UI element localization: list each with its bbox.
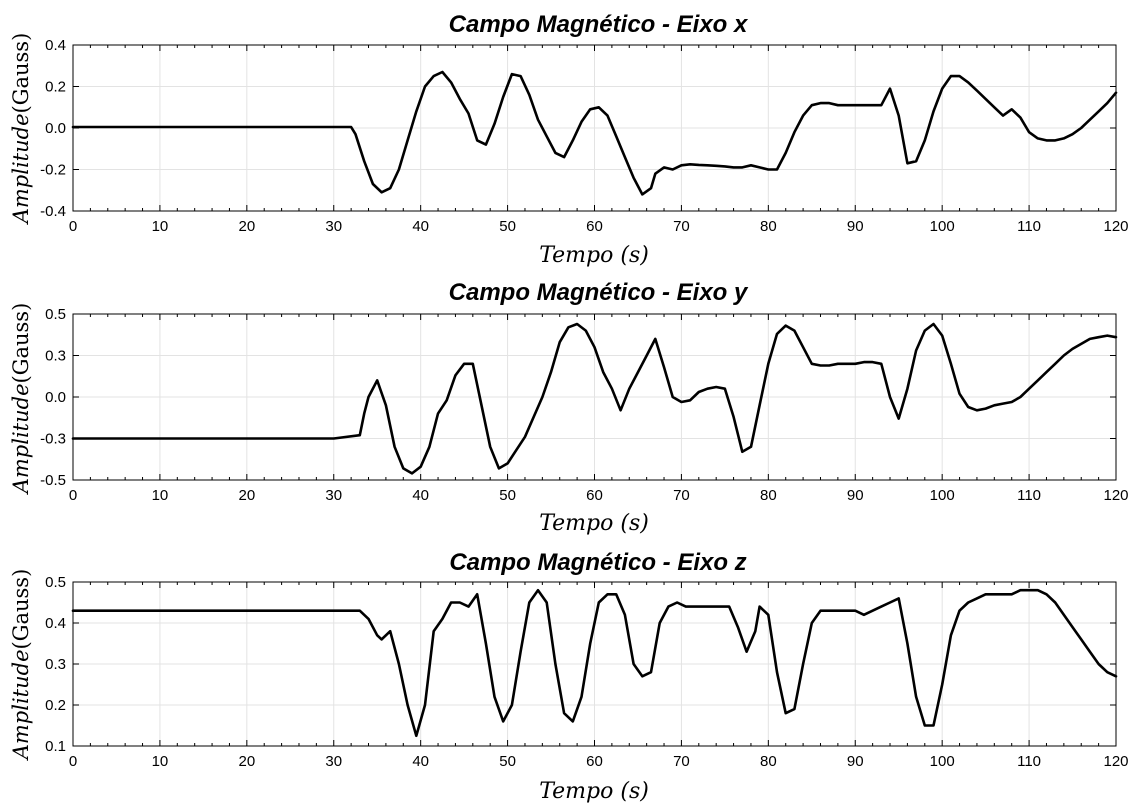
x-tick-label: 50: [499, 487, 516, 504]
x-axis-label: Tempo (s): [539, 779, 649, 803]
x-tick-label: 90: [847, 487, 864, 504]
x-tick-label: 0: [69, 218, 77, 235]
x-tick-label: 50: [499, 753, 516, 770]
y-tick-label: 0.0: [45, 389, 66, 406]
y-tick-label: 0.2: [45, 79, 66, 96]
x-tick-label: 10: [152, 753, 169, 770]
y-tick-label: 0.5: [45, 306, 66, 323]
y-tick-label: -0.3: [40, 431, 66, 448]
x-tick-label: 110: [1017, 487, 1041, 504]
y-axis-label-unit: (Gauss): [9, 303, 33, 384]
y-tick-label: 0.3: [45, 348, 66, 365]
panel-title: Campo Magnético - Eixo z: [449, 549, 746, 576]
x-tick-label: 20: [238, 753, 255, 770]
x-tick-label: 100: [930, 218, 955, 235]
y-tick-label: 0.5: [45, 574, 66, 591]
x-tick-label: 20: [238, 218, 255, 235]
x-tick-label: 30: [325, 487, 342, 504]
x-tick-label: 10: [152, 487, 169, 504]
x-tick-label: 90: [847, 753, 864, 770]
y-axis-label-unit: (Gauss): [9, 569, 33, 650]
x-tick-label: 70: [673, 218, 690, 235]
x-tick-label: 120: [1103, 487, 1128, 504]
y-tick-label: 0.2: [45, 697, 66, 714]
y-axis-label-quantity: Amplitude: [9, 113, 33, 225]
y-tick-label: 0.4: [45, 37, 66, 54]
y-tick-label: 0.0: [45, 120, 66, 137]
x-tick-label: 30: [325, 218, 342, 235]
x-tick-label: 120: [1103, 218, 1128, 235]
x-tick-label: 40: [412, 487, 429, 504]
x-tick-label: 90: [847, 218, 864, 235]
y-tick-label: 0.1: [45, 738, 66, 755]
x-tick-label: 110: [1017, 753, 1041, 770]
panel-title: Campo Magnético - Eixo x: [449, 11, 749, 38]
y-tick-label: -0.2: [40, 162, 66, 179]
x-axis-label: Tempo (s): [539, 511, 649, 536]
y-axis-label-quantity: Amplitude: [9, 383, 33, 495]
x-tick-label: 80: [760, 218, 777, 235]
x-tick-label: 10: [152, 218, 169, 235]
x-tick-label: 120: [1103, 753, 1128, 770]
x-axis-label: Tempo (s): [539, 243, 649, 268]
x-tick-label: 80: [760, 753, 777, 770]
y-tick-label: -0.4: [40, 203, 66, 220]
y-axis-label-unit: (Gauss): [9, 33, 33, 114]
x-tick-label: 100: [930, 753, 955, 770]
y-axis-label-quantity: Amplitude: [9, 649, 33, 761]
y-tick-label: -0.5: [40, 472, 66, 489]
x-tick-label: 70: [673, 487, 690, 504]
x-tick-label: 60: [586, 487, 603, 504]
x-tick-label: 0: [69, 753, 77, 770]
y-axis-label: Amplitude(Gauss): [9, 569, 33, 762]
x-tick-label: 80: [760, 487, 777, 504]
panel-title: Campo Magnético - Eixo y: [449, 279, 749, 306]
y-tick-label: 0.4: [45, 615, 66, 632]
x-tick-label: 0: [69, 487, 77, 504]
x-tick-label: 50: [499, 218, 516, 235]
x-tick-label: 40: [412, 753, 429, 770]
x-tick-label: 20: [238, 487, 255, 504]
y-axis-label: Amplitude(Gauss): [9, 303, 33, 496]
y-tick-label: 0.3: [45, 656, 66, 673]
x-tick-label: 60: [586, 753, 603, 770]
x-tick-label: 100: [930, 487, 955, 504]
y-axis-label: Amplitude(Gauss): [9, 33, 33, 226]
x-tick-label: 60: [586, 218, 603, 235]
x-tick-label: 110: [1017, 218, 1041, 235]
x-tick-label: 40: [412, 218, 429, 235]
x-tick-label: 30: [325, 753, 342, 770]
x-tick-label: 70: [673, 753, 690, 770]
